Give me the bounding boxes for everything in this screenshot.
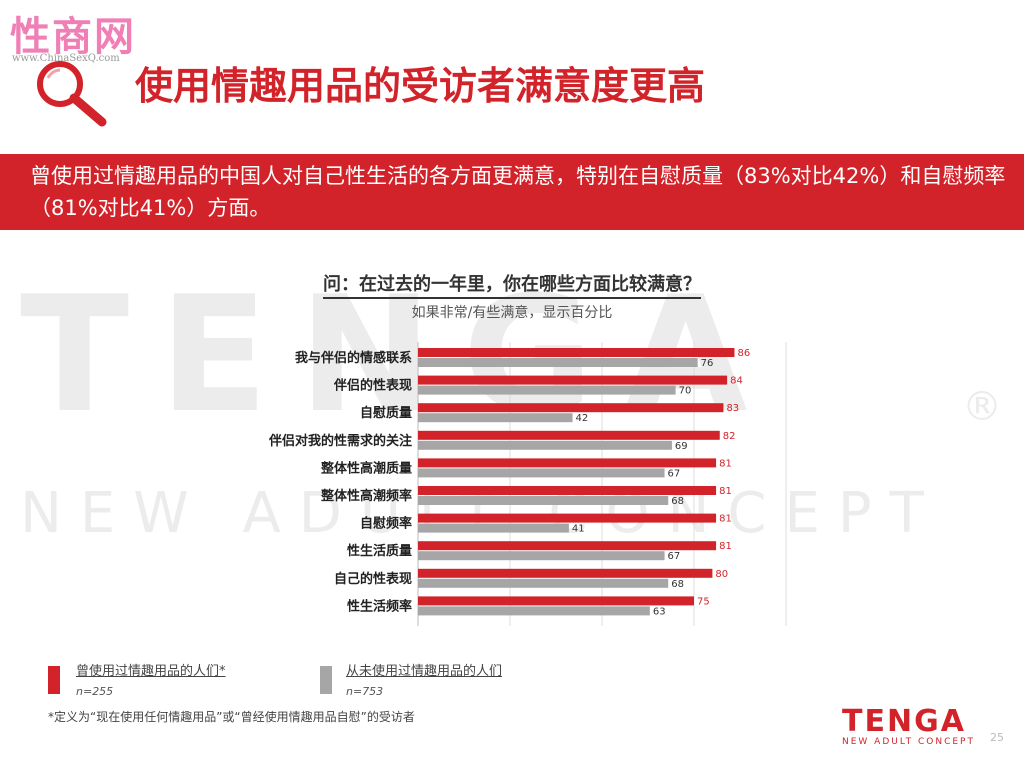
data-label: 68 bbox=[671, 496, 684, 507]
banner-text: 曾使用过情趣用品的中国人对自己性生活的各方面更满意，特别在自慰质量（83%对比4… bbox=[30, 164, 1006, 220]
data-label: 67 bbox=[668, 551, 681, 562]
data-label: 81 bbox=[719, 541, 732, 552]
category-label: 自慰频率 bbox=[360, 516, 412, 532]
data-label: 67 bbox=[668, 468, 681, 479]
site-watermark-url: www.ChinaSexQ.com bbox=[12, 53, 120, 64]
bar-never bbox=[418, 440, 672, 450]
category-label: 伴侣对我的性需求的关注 bbox=[268, 433, 412, 449]
bar-never bbox=[418, 358, 698, 367]
data-label: 63 bbox=[653, 606, 666, 617]
bar-never bbox=[418, 578, 669, 588]
logo-word: TENGA bbox=[842, 704, 966, 739]
bar-never bbox=[418, 606, 650, 616]
data-label: 81 bbox=[719, 458, 732, 469]
data-label: 83 bbox=[726, 403, 739, 414]
watermark-registered: ® bbox=[962, 384, 1002, 430]
legend-label-used: 曾使用过情趣用品的人们* bbox=[76, 664, 226, 679]
bar-never bbox=[418, 551, 665, 561]
bar-never bbox=[418, 523, 569, 533]
legend-swatch-never bbox=[320, 666, 332, 694]
data-label: 69 bbox=[675, 441, 688, 452]
footnote: *定义为“现在使用任何情趣用品”或“曾经使用情趣用品自慰”的受访者 bbox=[48, 710, 415, 724]
data-label: 70 bbox=[679, 386, 692, 397]
legend-label-never: 从未使用过情趣用品的人们 bbox=[346, 664, 503, 679]
legend-n-used: n=255 bbox=[76, 685, 114, 698]
bar-never bbox=[418, 468, 665, 478]
question-title: 问：在过去的一年里，你在哪些方面比较满意？ bbox=[0, 270, 1024, 299]
bar-used bbox=[418, 513, 717, 523]
page-number: 25 bbox=[990, 731, 1004, 744]
question-text: 问：在过去的一年里，你在哪些方面比较满意？ bbox=[323, 274, 701, 299]
bar-used bbox=[418, 430, 720, 440]
bar-used bbox=[418, 596, 694, 606]
tenga-logo: TENGA NEW ADULT CONCEPT bbox=[842, 704, 975, 747]
data-label: 68 bbox=[671, 579, 684, 590]
data-label: 86 bbox=[737, 348, 750, 359]
data-label: 42 bbox=[576, 413, 589, 424]
legend-n-never: n=753 bbox=[346, 685, 384, 698]
bar-used bbox=[418, 541, 717, 551]
data-label: 81 bbox=[719, 486, 732, 497]
data-label: 80 bbox=[715, 569, 728, 580]
data-label: 81 bbox=[719, 514, 732, 525]
legend-swatch-used bbox=[48, 666, 60, 694]
category-label: 我与伴侣的情感联系 bbox=[295, 350, 412, 366]
bar-never bbox=[418, 413, 573, 423]
magnifier-icon bbox=[37, 61, 107, 127]
bar-used bbox=[418, 486, 717, 495]
data-label: 41 bbox=[572, 524, 585, 535]
data-label: 84 bbox=[730, 376, 743, 387]
category-label: 性生活质量 bbox=[347, 543, 412, 559]
category-label: 性生活频率 bbox=[347, 598, 412, 614]
site-watermark: 性商网 bbox=[10, 13, 136, 60]
bar-chart: 我与伴侣的情感联系 86 76 伴侣的性表现 84 70 自慰质量 83 42 伴侣对我的性需求的… bbox=[268, 342, 787, 626]
bar-used bbox=[418, 375, 728, 385]
bar-used bbox=[418, 568, 713, 578]
bar-never bbox=[418, 496, 669, 505]
bar-used bbox=[418, 403, 724, 413]
data-label: 82 bbox=[723, 431, 736, 442]
page-title: 使用情趣用品的受访者满意度更高 bbox=[135, 64, 706, 108]
category-label: 自慰质量 bbox=[360, 405, 412, 421]
category-label: 自己的性表现 bbox=[334, 571, 412, 587]
logo-tagline: NEW ADULT CONCEPT bbox=[842, 737, 975, 747]
category-label: 整体性高潮频率 bbox=[320, 488, 412, 504]
data-label: 76 bbox=[701, 358, 714, 369]
bar-used bbox=[418, 458, 717, 468]
summary-banner: 曾使用过情趣用品的中国人对自己性生活的各方面更满意，特别在自慰质量（83%对比4… bbox=[0, 154, 1024, 230]
category-label: 整体性高潮质量 bbox=[320, 460, 412, 476]
chart-subtitle: 如果非常/有些满意，显示百分比 bbox=[411, 305, 613, 321]
bar-used bbox=[418, 348, 735, 357]
category-label: 伴侣的性表现 bbox=[333, 378, 412, 394]
bar-never bbox=[418, 385, 676, 395]
data-label: 75 bbox=[697, 596, 710, 607]
